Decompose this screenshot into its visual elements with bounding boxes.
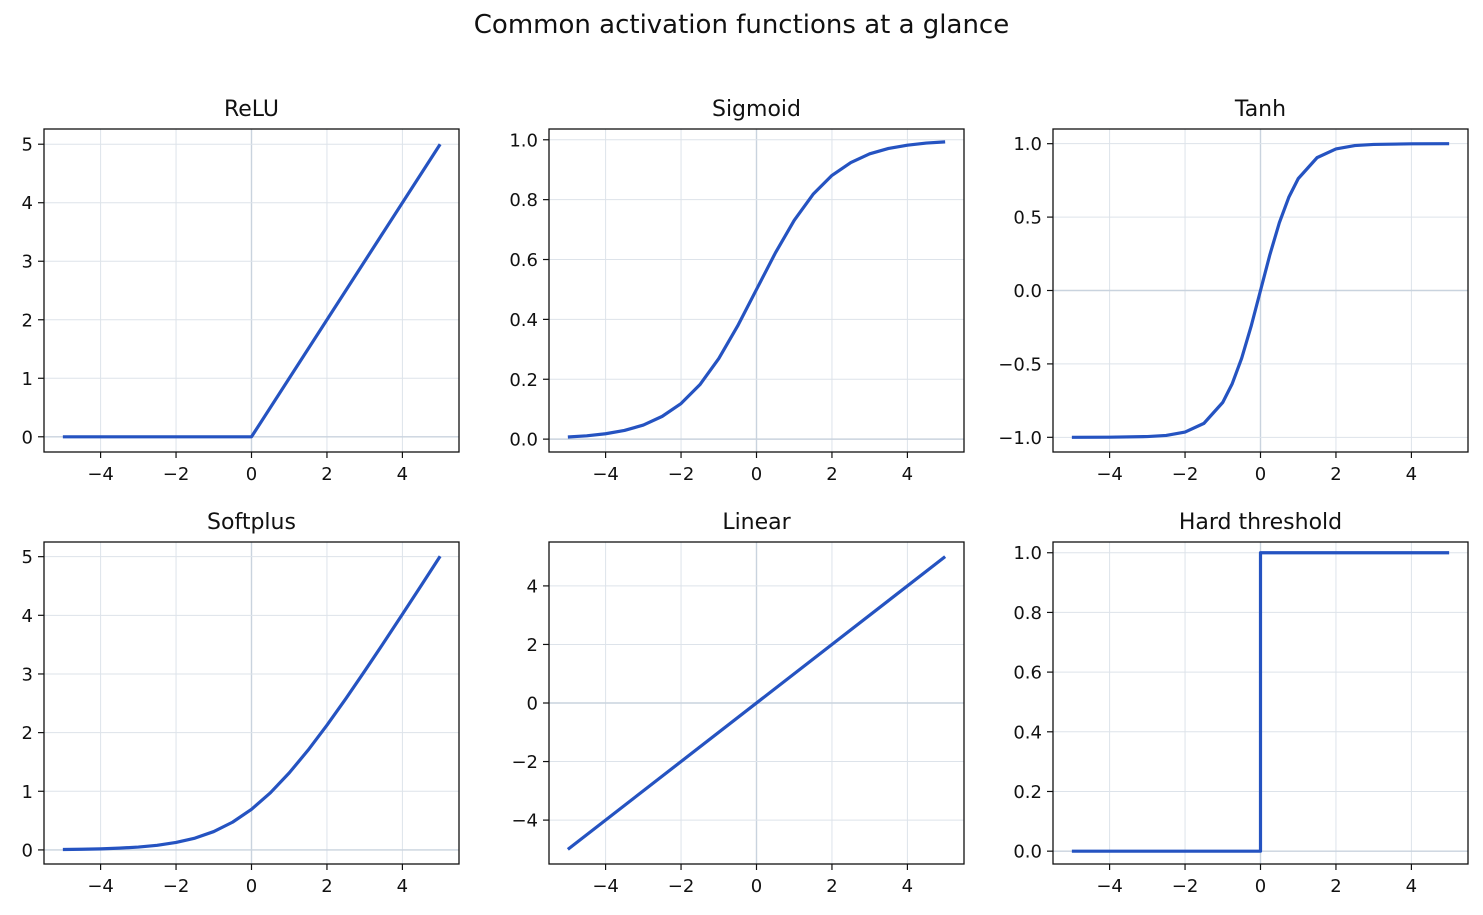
x-tick-label: −2: [1172, 876, 1199, 897]
x-tick-label: 4: [1406, 876, 1417, 897]
y-tick-label: −2: [511, 752, 538, 773]
x-tick-label: 4: [902, 876, 913, 897]
subplot-5: −4 −2 0 2 4 −4 −2 0 2 4 Linear: [511, 510, 965, 897]
y-tick-label: 0: [527, 694, 538, 715]
y-tick-label: 0.2: [509, 370, 538, 391]
x-tick-label: 0: [246, 876, 257, 897]
x-tick-label: −2: [668, 876, 695, 897]
x-tick-label: −4: [87, 876, 114, 897]
x-tick-label: 2: [321, 464, 332, 485]
x-tick-label: −2: [163, 464, 190, 485]
y-tick-label: 0.4: [509, 310, 538, 331]
x-tick-label: 2: [1330, 876, 1341, 897]
x-tick-label: 4: [397, 876, 408, 897]
y-tick-label: 0.8: [509, 190, 538, 211]
y-tick-label: 1.0: [509, 130, 538, 151]
series-line: [1071, 551, 1450, 853]
y-tick-label: 1.0: [1013, 543, 1042, 564]
x-tick-label: 4: [1406, 464, 1417, 485]
y-tick-label: 1: [22, 782, 33, 803]
subplot-2: −4 −2 0 2 4 0.0 0.2 0.4 0.6 0.8 1.0 Sigmoid: [509, 97, 965, 485]
y-tick-label: 1.0: [1013, 134, 1042, 155]
y-tick-label: 0.0: [509, 430, 538, 451]
y-tick-label: 0: [22, 840, 33, 861]
figure-title: Common activation functions at a glance: [473, 10, 1010, 40]
x-tick-label: 2: [321, 876, 332, 897]
y-tick-label: −4: [511, 811, 538, 832]
subplot-title: Tanh: [1234, 97, 1286, 122]
x-tick-label: 2: [826, 464, 837, 485]
x-tick-label: 0: [246, 464, 257, 485]
y-tick-label: −0.5: [998, 354, 1042, 375]
x-tick-label: −4: [1096, 464, 1123, 485]
subplot-4: −4 −2 0 2 4 0 1 2 3 4 5 Softplus: [22, 510, 460, 897]
y-tick-label: 0.6: [1013, 663, 1042, 684]
subplot-1: −4 −2 0 2 4 0 1 2 3 4 5 ReLU: [22, 97, 460, 485]
x-tick-label: 2: [826, 876, 837, 897]
subplot-title: Linear: [722, 510, 791, 535]
series-line: [567, 140, 946, 439]
y-tick-label: 5: [22, 135, 33, 156]
y-tick-label: 2: [22, 310, 33, 331]
x-tick-label: 0: [751, 876, 762, 897]
y-tick-label: 1: [22, 369, 33, 390]
y-tick-label: 4: [22, 193, 33, 214]
y-tick-label: 0.5: [1013, 208, 1042, 229]
y-tick-label: 0.6: [509, 250, 538, 271]
series-line: [62, 555, 442, 852]
x-tick-label: 0: [1255, 876, 1266, 897]
x-tick-label: −2: [163, 876, 190, 897]
subplot-title: ReLU: [224, 97, 279, 122]
subplot-3: −4 −2 0 2 4 −1.0 −0.5 0.0 0.5 1.0 Tanh: [998, 97, 1469, 485]
y-tick-label: 0: [22, 427, 33, 448]
y-tick-label: −1.0: [998, 428, 1042, 449]
series-line: [1071, 142, 1450, 439]
subplot-title: Sigmoid: [712, 97, 801, 122]
x-tick-label: −4: [87, 464, 114, 485]
x-tick-label: 0: [1255, 464, 1266, 485]
y-tick-label: 0.4: [1013, 722, 1042, 743]
y-tick-label: 2: [527, 635, 538, 656]
y-tick-label: 0.0: [1013, 842, 1042, 863]
subplot-6: −4 −2 0 2 4 0.0 0.2 0.4 0.6 0.8 1.0 Hard threshold: [1013, 510, 1469, 897]
y-tick-label: 3: [22, 252, 33, 273]
y-tick-label: 0.8: [1013, 603, 1042, 624]
y-tick-label: 5: [22, 547, 33, 568]
y-tick-label: 3: [22, 664, 33, 685]
series-line: [62, 143, 442, 439]
x-tick-label: 2: [1330, 464, 1341, 485]
x-tick-label: 4: [902, 464, 913, 485]
x-tick-label: −4: [1096, 876, 1123, 897]
subplot-title: Hard threshold: [1179, 510, 1342, 535]
x-tick-label: −2: [1172, 464, 1199, 485]
y-tick-label: 4: [527, 576, 538, 597]
y-tick-label: 0.2: [1013, 782, 1042, 803]
x-tick-label: −4: [592, 464, 619, 485]
y-tick-label: 4: [22, 606, 33, 627]
x-tick-label: 4: [397, 464, 408, 485]
subplot-title: Softplus: [207, 510, 296, 535]
series-line: [566, 555, 947, 851]
x-tick-label: −4: [592, 876, 619, 897]
y-tick-label: 0.0: [1013, 281, 1042, 302]
y-tick-label: 2: [22, 723, 33, 744]
x-tick-label: 0: [751, 464, 762, 485]
x-tick-label: −2: [668, 464, 695, 485]
